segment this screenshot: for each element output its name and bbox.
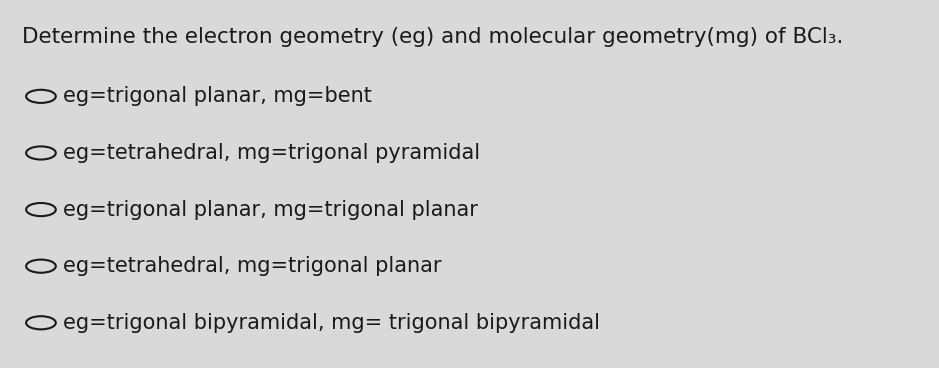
- Text: eg=trigonal planar, mg=trigonal planar: eg=trigonal planar, mg=trigonal planar: [63, 199, 478, 220]
- Text: eg=trigonal planar, mg=bent: eg=trigonal planar, mg=bent: [63, 86, 372, 106]
- Text: eg=tetrahedral, mg=trigonal planar: eg=tetrahedral, mg=trigonal planar: [63, 256, 441, 276]
- Text: Determine the electron geometry (eg) and molecular geometry(mg) of BCl₃.: Determine the electron geometry (eg) and…: [22, 27, 843, 47]
- Text: eg=trigonal bipyramidal, mg= trigonal bipyramidal: eg=trigonal bipyramidal, mg= trigonal bi…: [63, 313, 600, 333]
- Text: eg=tetrahedral, mg=trigonal pyramidal: eg=tetrahedral, mg=trigonal pyramidal: [63, 143, 481, 163]
